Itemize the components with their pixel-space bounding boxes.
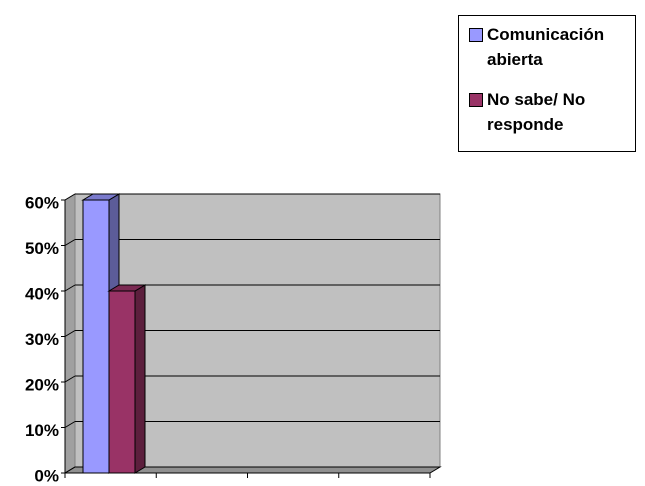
legend-swatch — [469, 28, 483, 42]
y-tick-label: 0% — [34, 466, 59, 485]
y-tick-label: 40% — [25, 284, 59, 303]
y-tick-label: 30% — [25, 330, 59, 349]
legend-swatch — [469, 93, 483, 107]
bar — [82, 199, 110, 474]
grid-line-side — [64, 421, 76, 428]
y-tick-label: 60% — [25, 193, 59, 212]
grid-line-side — [64, 375, 76, 383]
legend-label: No sabe/ No responde — [487, 90, 586, 134]
y-tick-label: 10% — [25, 421, 59, 440]
grid-line-side — [64, 239, 76, 246]
bar-side — [134, 284, 146, 474]
grid-line-side — [64, 284, 76, 292]
legend: Comunicación abierta No sabe/ No responde — [458, 15, 636, 152]
y-tick-label: 20% — [25, 375, 59, 394]
legend-entry: No sabe/ No responde — [467, 87, 637, 137]
grid-line-side — [64, 466, 76, 474]
grid-line-side — [64, 330, 76, 337]
bar — [108, 290, 136, 474]
legend-entry: Comunicación abierta — [467, 22, 637, 72]
legend-label: Comunicación abierta — [487, 25, 605, 69]
y-tick-label: 50% — [25, 239, 59, 258]
grid-line-side — [64, 193, 76, 201]
